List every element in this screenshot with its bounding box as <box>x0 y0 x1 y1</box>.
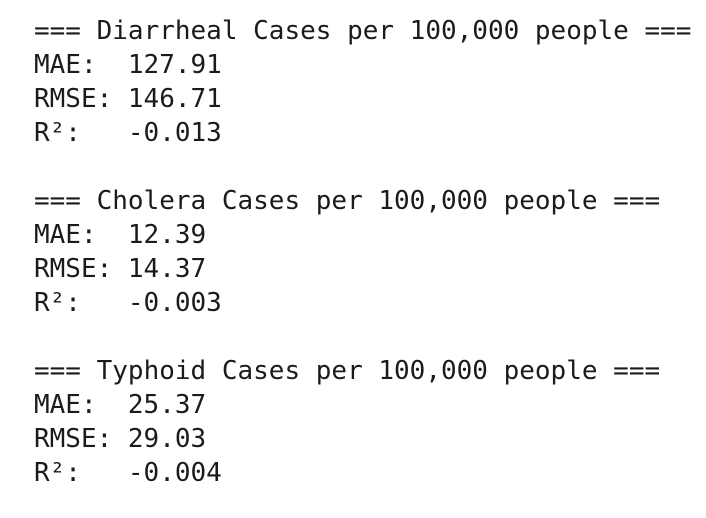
metric-value: 14.37 <box>127 254 207 284</box>
metric-line: R²: -0.013 <box>34 116 706 150</box>
metric-label: R²: <box>34 458 81 488</box>
metric-label: MAE: <box>34 390 97 420</box>
block-title: === Cholera Cases per 100,000 people === <box>34 186 661 216</box>
metric-label: MAE: <box>34 50 97 80</box>
metric-line: MAE: 12.39 <box>34 218 706 252</box>
metric-label: RMSE: <box>34 254 113 284</box>
metric-line: R²: -0.004 <box>34 456 706 490</box>
metric-line: RMSE: 29.03 <box>34 422 706 456</box>
metric-value: -0.004 <box>127 458 222 488</box>
metric-value: 25.37 <box>127 390 207 420</box>
metric-line: RMSE: 146.71 <box>34 82 706 116</box>
metric-line: RMSE: 14.37 <box>34 252 706 286</box>
metric-value: 29.03 <box>127 424 207 454</box>
block-title: === Diarrheal Cases per 100,000 people =… <box>34 16 692 46</box>
metrics-block: === Typhoid Cases per 100,000 people ===… <box>34 354 706 490</box>
metrics-block: === Diarrheal Cases per 100,000 people =… <box>34 14 706 150</box>
metric-label: MAE: <box>34 220 97 250</box>
metric-label: RMSE: <box>34 424 113 454</box>
metric-value: -0.003 <box>127 288 222 318</box>
metric-label: R²: <box>34 288 81 318</box>
metric-value: -0.013 <box>127 118 222 148</box>
metrics-block: === Cholera Cases per 100,000 people ===… <box>34 184 706 320</box>
metric-line: R²: -0.003 <box>34 286 706 320</box>
metric-line: MAE: 25.37 <box>34 388 706 422</box>
metric-value: 127.91 <box>127 50 222 80</box>
metric-line: MAE: 127.91 <box>34 48 706 82</box>
metric-value: 12.39 <box>127 220 207 250</box>
block-title: === Typhoid Cases per 100,000 people === <box>34 356 661 386</box>
metric-label: RMSE: <box>34 84 113 114</box>
metric-label: R²: <box>34 118 81 148</box>
metric-value: 146.71 <box>127 84 222 114</box>
